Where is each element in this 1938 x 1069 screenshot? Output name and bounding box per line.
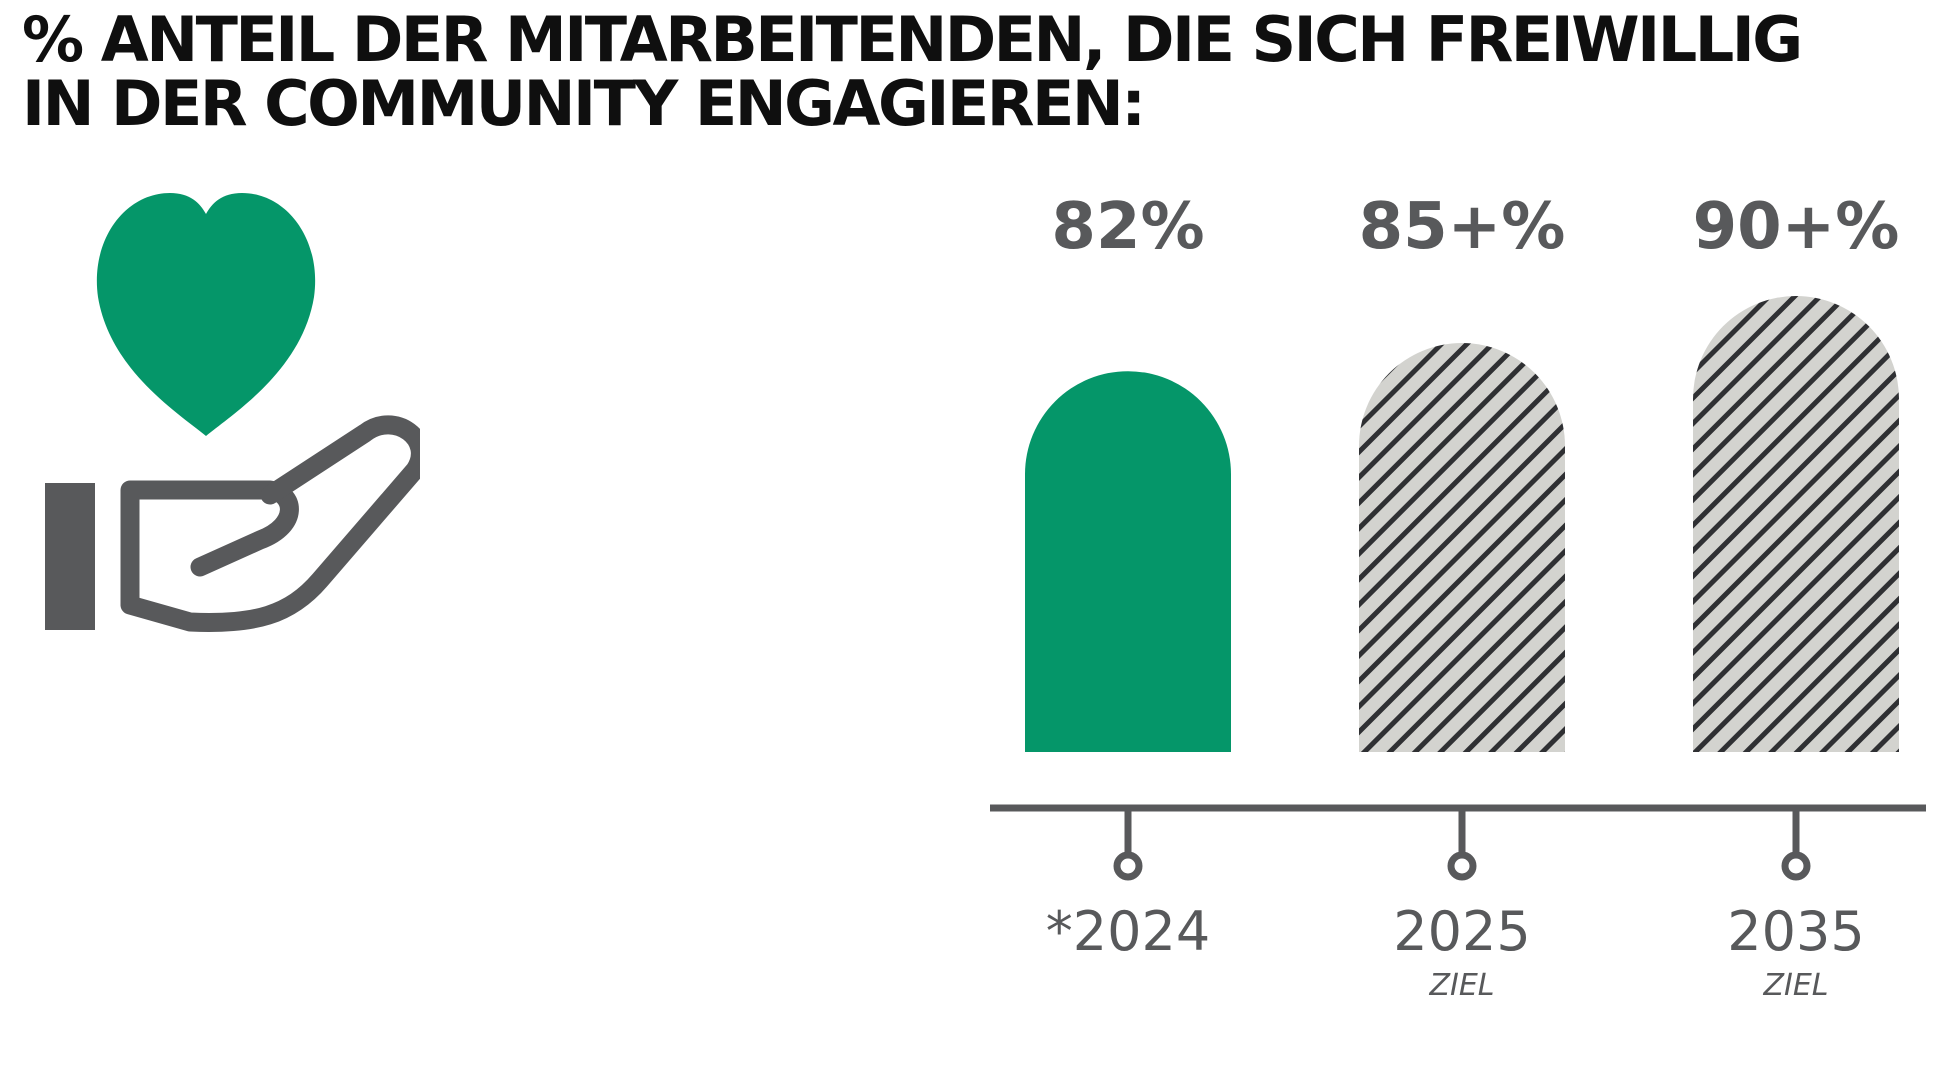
bar-2035 bbox=[1693, 296, 1899, 752]
bar-2025 bbox=[1359, 343, 1565, 752]
value-label: 82% bbox=[1051, 190, 1204, 264]
axis-tick-marker bbox=[1447, 851, 1477, 881]
category-label: 2025 bbox=[1393, 900, 1530, 963]
bar-2024 bbox=[1025, 371, 1231, 752]
heart-in-hand-icon bbox=[40, 185, 420, 645]
category-sublabel: ZIEL bbox=[1428, 968, 1494, 1003]
value-label: 85+% bbox=[1359, 190, 1566, 264]
category-label: 2035 bbox=[1727, 900, 1864, 963]
axis-tick-marker bbox=[1781, 851, 1811, 881]
heart-icon bbox=[96, 193, 316, 436]
value-label: 90+% bbox=[1693, 190, 1900, 264]
title-line-2: IN DER COMMUNITY ENGAGIEREN: bbox=[22, 67, 1146, 140]
category-sublabel: ZIEL bbox=[1762, 968, 1828, 1003]
open-hand-icon bbox=[45, 415, 420, 632]
category-label: *2024 bbox=[1046, 900, 1210, 963]
page-title: % ANTEIL DER MITARBEITENDEN, DIE SICH FR… bbox=[22, 8, 1922, 136]
axis-tick-marker bbox=[1113, 851, 1143, 881]
title-line-1: % ANTEIL DER MITARBEITENDEN, DIE SICH FR… bbox=[22, 3, 1803, 76]
